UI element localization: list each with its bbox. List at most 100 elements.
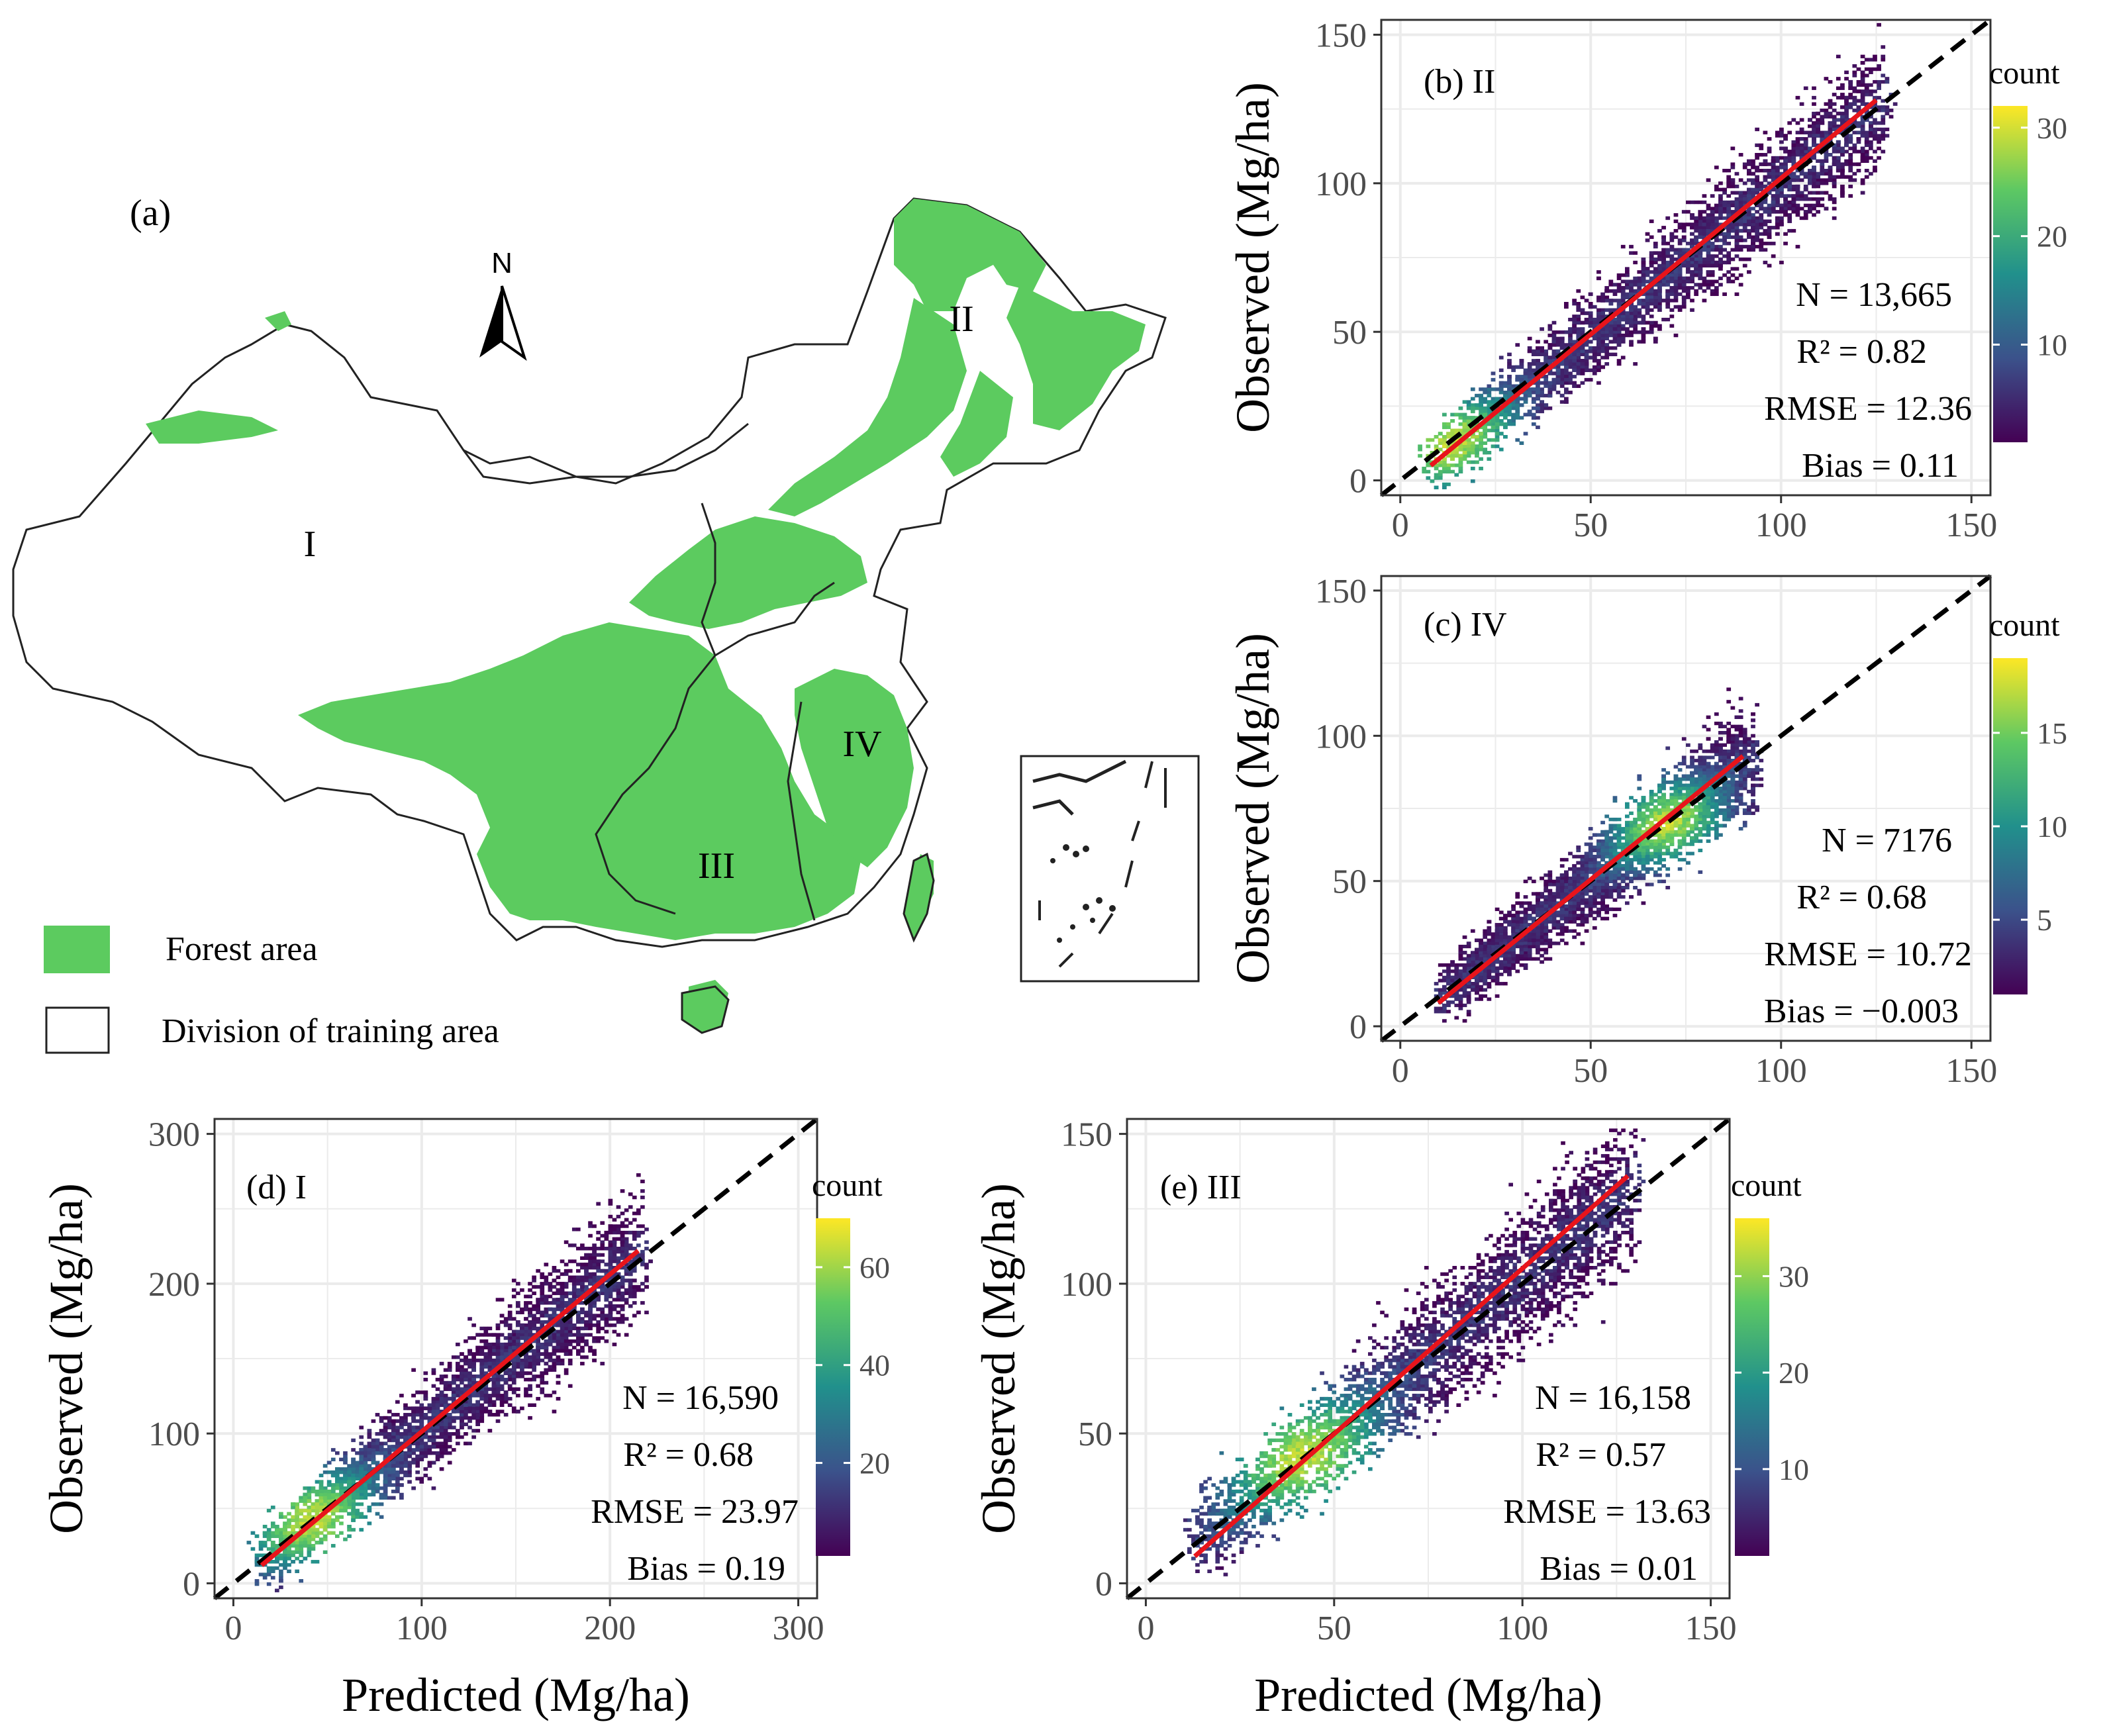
heatmap-bin xyxy=(1466,428,1471,432)
heatmap-bin xyxy=(1620,886,1626,890)
heatmap-bin xyxy=(1653,305,1658,309)
heatmap-bin xyxy=(1673,333,1679,338)
heatmap-bin xyxy=(1681,827,1687,831)
heatmap-bin xyxy=(1507,422,1512,426)
heatmap-bin xyxy=(1742,219,1747,223)
heatmap-bin xyxy=(1633,283,1638,287)
heatmap-bin xyxy=(1751,740,1755,744)
heatmap-bin xyxy=(1604,336,1610,341)
heatmap-bin xyxy=(1470,425,1475,430)
heatmap-bin xyxy=(1519,441,1524,446)
heatmap-bin xyxy=(1702,279,1707,283)
heatmap-bin xyxy=(1836,111,1841,116)
heatmap-bin xyxy=(1515,397,1520,401)
heatmap-bin xyxy=(1881,127,1886,132)
heatmap-bin xyxy=(1673,299,1679,303)
heatmap-bin xyxy=(1881,150,1886,154)
heatmap-bin xyxy=(1608,327,1614,331)
heatmap-bin xyxy=(1686,210,1690,214)
heatmap-bin xyxy=(1808,181,1812,185)
heatmap-bin xyxy=(1763,184,1768,189)
heatmap-bin xyxy=(1462,422,1467,426)
heatmap-bin xyxy=(1738,203,1743,208)
heatmap-bin xyxy=(1767,146,1772,150)
heatmap-bin xyxy=(1458,1006,1463,1010)
heatmap-bin xyxy=(1742,787,1747,791)
heatmap-bin xyxy=(1722,242,1727,246)
heatmap-bin xyxy=(1527,409,1532,414)
heatmap-bin xyxy=(1783,210,1788,214)
heatmap-bin xyxy=(1734,203,1740,208)
heatmap-bin xyxy=(1442,979,1447,983)
heatmap-bin xyxy=(1568,333,1573,338)
heatmap-bin xyxy=(1718,238,1723,242)
legend-label-division: Division of training area xyxy=(162,1012,499,1050)
heatmap-bin xyxy=(1718,248,1723,252)
heatmap-bin xyxy=(1600,311,1605,315)
heatmap-bin xyxy=(1734,200,1740,205)
heatmap-bin xyxy=(1629,330,1634,334)
heatmap-bin xyxy=(1669,292,1675,297)
heatmap-bin xyxy=(1588,314,1593,318)
heatmap-bin xyxy=(1653,320,1658,325)
heatmap-bin xyxy=(1726,207,1732,211)
heatmap-bin xyxy=(1430,438,1435,442)
heatmap-bin xyxy=(1620,311,1626,315)
heatmap-bin xyxy=(1426,460,1431,464)
heatmap-bin xyxy=(1864,67,1869,72)
heatmap-bin xyxy=(1616,330,1622,334)
heatmap-bin xyxy=(1637,283,1642,287)
heatmap-bin xyxy=(1544,941,1549,945)
y-tick-label: 150 xyxy=(1315,17,1367,54)
heatmap-bin xyxy=(1511,932,1516,936)
heatmap-bin xyxy=(1596,362,1601,366)
heatmap-bin xyxy=(1747,213,1751,217)
heatmap-bin xyxy=(1771,197,1776,201)
heatmap-bin xyxy=(1860,181,1865,185)
heatmap-bin xyxy=(1824,109,1829,113)
heatmap-bin xyxy=(1767,168,1772,173)
heatmap-bin xyxy=(1600,839,1605,844)
heatmap-bin xyxy=(1828,102,1833,106)
heatmap-bin xyxy=(1536,349,1540,354)
heatmap-bin xyxy=(1681,283,1687,287)
heatmap-bin xyxy=(1742,808,1747,812)
heatmap-bin xyxy=(1759,146,1764,150)
heatmap-bin xyxy=(1487,982,1492,986)
heatmap-bin xyxy=(1531,391,1536,395)
heatmap-bin xyxy=(1856,99,1861,103)
heatmap-bin xyxy=(1755,203,1759,208)
heatmap-bin xyxy=(1592,904,1597,908)
heatmap-bin xyxy=(1649,793,1654,796)
heatmap-bin xyxy=(1584,352,1589,356)
heatmap-bin xyxy=(1446,425,1451,430)
heatmap-bin xyxy=(1714,824,1719,828)
heatmap-bin xyxy=(1710,213,1715,217)
heatmap-bin xyxy=(1596,311,1601,315)
heatmap-bin xyxy=(1669,235,1675,239)
heatmap-bin xyxy=(1763,175,1768,179)
heatmap-bin xyxy=(1494,438,1500,442)
heatmap-bin xyxy=(1698,260,1703,265)
heatmap-bin xyxy=(1738,740,1743,744)
heatmap-bin xyxy=(1588,349,1593,354)
heatmap-bin xyxy=(1698,267,1703,271)
heatmap-bin xyxy=(1479,953,1483,958)
heatmap-bin xyxy=(1840,191,1845,195)
heatmap-bin xyxy=(1458,457,1463,461)
heatmap-bin xyxy=(1730,740,1736,744)
heatmap-bin xyxy=(1771,168,1776,173)
heatmap-bin xyxy=(1450,428,1455,432)
heatmap-bin xyxy=(1515,406,1520,410)
heatmap-bin xyxy=(1458,469,1463,474)
heatmap-bin xyxy=(1645,802,1650,806)
heatmap-bin xyxy=(1738,283,1743,287)
heatmap-bin xyxy=(1584,311,1589,315)
heatmap-bin xyxy=(1848,175,1853,179)
heatmap-bin xyxy=(1657,289,1662,293)
heatmap-bin xyxy=(1637,302,1642,306)
heatmap-bin xyxy=(1726,222,1732,226)
heatmap-bin xyxy=(1881,99,1886,103)
heatmap-bin xyxy=(1832,109,1837,113)
heatmap-bin xyxy=(1479,457,1483,461)
